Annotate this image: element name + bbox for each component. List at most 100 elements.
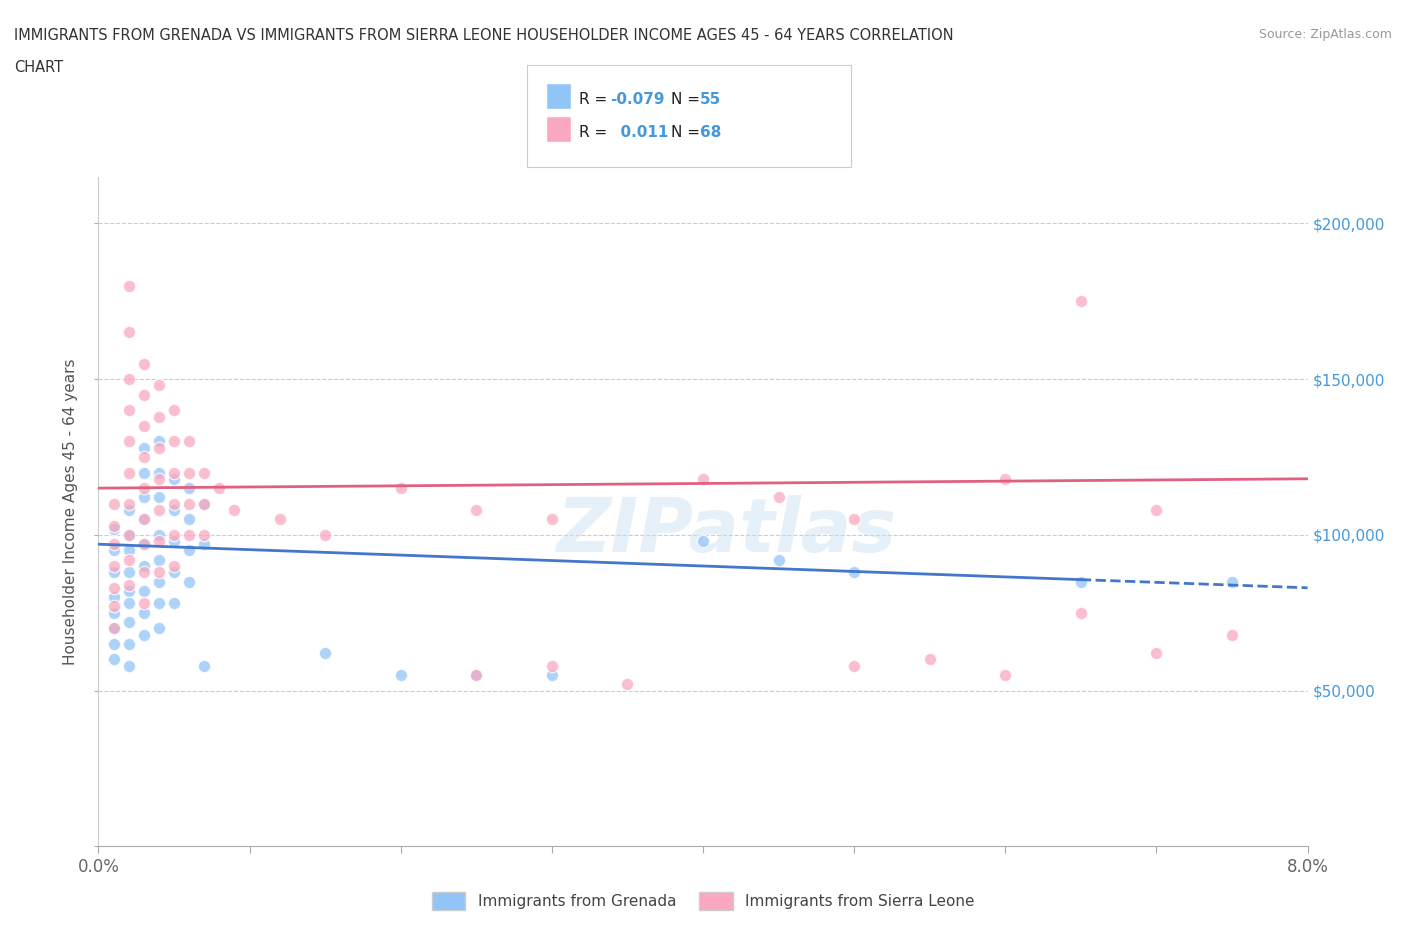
Point bbox=[768, 490, 790, 505]
Point bbox=[163, 502, 186, 517]
Point bbox=[132, 465, 155, 480]
Point bbox=[541, 668, 564, 683]
Point bbox=[118, 596, 141, 611]
Point bbox=[118, 578, 141, 592]
Point bbox=[103, 599, 125, 614]
Point bbox=[224, 502, 246, 517]
Point bbox=[179, 481, 201, 496]
Point bbox=[179, 512, 201, 526]
Point bbox=[103, 652, 125, 667]
Point bbox=[148, 621, 170, 636]
Point bbox=[132, 481, 155, 496]
Point bbox=[103, 559, 125, 574]
Point bbox=[118, 543, 141, 558]
Point bbox=[132, 605, 155, 620]
Point bbox=[148, 490, 170, 505]
Point bbox=[692, 472, 714, 486]
Point bbox=[179, 497, 201, 512]
Point bbox=[118, 403, 141, 418]
Point bbox=[465, 668, 488, 683]
Text: -0.079: -0.079 bbox=[610, 92, 665, 107]
Text: IMMIGRANTS FROM GRENADA VS IMMIGRANTS FROM SIERRA LEONE HOUSEHOLDER INCOME AGES : IMMIGRANTS FROM GRENADA VS IMMIGRANTS FR… bbox=[14, 28, 953, 43]
Point bbox=[179, 465, 201, 480]
Point bbox=[118, 527, 141, 542]
Point bbox=[389, 668, 412, 683]
Point bbox=[132, 596, 155, 611]
Point bbox=[389, 481, 412, 496]
Point bbox=[1146, 502, 1168, 517]
Point bbox=[132, 387, 155, 402]
Point bbox=[1220, 574, 1243, 589]
Point bbox=[148, 565, 170, 579]
Point bbox=[163, 472, 186, 486]
Point bbox=[163, 434, 186, 449]
Point bbox=[616, 677, 638, 692]
Point bbox=[179, 543, 201, 558]
Text: R =: R = bbox=[579, 92, 613, 107]
Point bbox=[193, 465, 215, 480]
Point bbox=[314, 527, 336, 542]
Point bbox=[132, 583, 155, 598]
Legend: Immigrants from Grenada, Immigrants from Sierra Leone: Immigrants from Grenada, Immigrants from… bbox=[426, 885, 980, 916]
Point bbox=[118, 615, 141, 630]
Point bbox=[118, 658, 141, 673]
Point bbox=[465, 502, 488, 517]
Point bbox=[148, 434, 170, 449]
Point bbox=[132, 512, 155, 526]
Point bbox=[103, 605, 125, 620]
Point bbox=[103, 543, 125, 558]
Point bbox=[132, 537, 155, 551]
Point bbox=[163, 497, 186, 512]
Point bbox=[118, 465, 141, 480]
Point bbox=[118, 636, 141, 651]
Point bbox=[1220, 627, 1243, 642]
Point bbox=[148, 440, 170, 455]
Point bbox=[103, 518, 125, 533]
Point bbox=[465, 668, 488, 683]
Text: 55: 55 bbox=[700, 92, 721, 107]
Point bbox=[132, 356, 155, 371]
Point bbox=[118, 552, 141, 567]
Point bbox=[844, 512, 866, 526]
Point bbox=[1070, 294, 1092, 309]
Point bbox=[118, 325, 141, 339]
Text: N =: N = bbox=[671, 92, 704, 107]
Text: Source: ZipAtlas.com: Source: ZipAtlas.com bbox=[1258, 28, 1392, 41]
Point bbox=[118, 527, 141, 542]
Point bbox=[132, 418, 155, 433]
Text: N =: N = bbox=[671, 126, 704, 140]
Point bbox=[163, 527, 186, 542]
Point bbox=[163, 565, 186, 579]
Point bbox=[768, 552, 790, 567]
Point bbox=[118, 278, 141, 293]
Point bbox=[148, 472, 170, 486]
Point bbox=[132, 512, 155, 526]
Point bbox=[132, 627, 155, 642]
Point bbox=[148, 409, 170, 424]
Point bbox=[103, 565, 125, 579]
Point bbox=[148, 502, 170, 517]
Point bbox=[179, 434, 201, 449]
Point bbox=[1070, 605, 1092, 620]
Point bbox=[118, 497, 141, 512]
Point bbox=[103, 580, 125, 595]
Point bbox=[103, 537, 125, 551]
Point bbox=[118, 372, 141, 387]
Point bbox=[118, 565, 141, 579]
Point bbox=[118, 434, 141, 449]
Point bbox=[193, 497, 215, 512]
Point bbox=[132, 449, 155, 464]
Point bbox=[918, 652, 941, 667]
Point bbox=[193, 527, 215, 542]
Point bbox=[163, 596, 186, 611]
Point bbox=[994, 668, 1017, 683]
Point bbox=[103, 521, 125, 536]
Point bbox=[148, 552, 170, 567]
Text: ZIPatlas: ZIPatlas bbox=[557, 495, 897, 568]
Point bbox=[163, 465, 186, 480]
Point bbox=[118, 502, 141, 517]
Point bbox=[208, 481, 231, 496]
Text: CHART: CHART bbox=[14, 60, 63, 75]
Point bbox=[179, 574, 201, 589]
Point bbox=[193, 537, 215, 551]
